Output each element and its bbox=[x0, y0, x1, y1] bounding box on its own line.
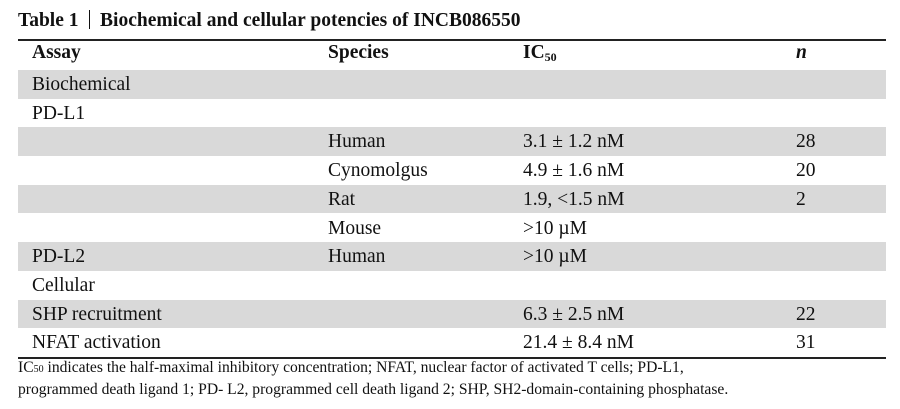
cell-ic50: >10 µM bbox=[523, 246, 587, 268]
title-separator bbox=[88, 10, 91, 29]
table-row: Biochemical bbox=[18, 70, 886, 99]
table-title-text: Biochemical and cellular potencies of IN… bbox=[100, 10, 521, 31]
cell-assay: PD-L1 bbox=[32, 102, 86, 124]
cell-species: Rat bbox=[328, 188, 356, 210]
footnote-line-1: IC50 indicates the half-maximal inhibito… bbox=[18, 358, 898, 380]
table-row: Human 3.1 ± 1.2 nM 28 bbox=[18, 127, 886, 157]
cell-species: Human bbox=[328, 131, 386, 153]
table-header: Assay Species IC50 n bbox=[18, 40, 886, 66]
cell-species: Mouse bbox=[328, 217, 382, 239]
table-row: PD-L1 bbox=[18, 99, 886, 128]
cell-n: 2 bbox=[796, 188, 806, 210]
table-row: Mouse >10 µM bbox=[18, 214, 886, 243]
table-row: Cynomolgus 4.9 ± 1.6 nM 20 bbox=[18, 156, 886, 185]
cell-ic50: 1.9, <1.5 nM bbox=[523, 188, 625, 210]
cell-assay: Cellular bbox=[32, 274, 95, 296]
cell-species: Cynomolgus bbox=[328, 160, 428, 182]
cell-n: 20 bbox=[796, 160, 816, 182]
header-ic50-sub: 50 bbox=[544, 50, 557, 64]
cell-n: 31 bbox=[796, 332, 816, 354]
cell-ic50: 21.4 ± 8.4 nM bbox=[523, 332, 634, 354]
header-species: Species bbox=[328, 42, 389, 63]
table-row: NFAT activation 21.4 ± 8.4 nM 31 bbox=[18, 328, 886, 357]
cell-ic50: 4.9 ± 1.6 nM bbox=[523, 160, 625, 182]
table-row: PD-L2 Human >10 µM bbox=[18, 242, 886, 271]
bottom-rule bbox=[18, 357, 886, 359]
cell-ic50: >10 µM bbox=[523, 217, 587, 239]
cell-assay: SHP recruitment bbox=[32, 303, 162, 325]
header-ic50-main: IC bbox=[523, 42, 545, 63]
cell-assay: Biochemical bbox=[32, 74, 131, 95]
table-label: Table 1 bbox=[18, 10, 79, 31]
table-title: Table 1 Biochemical and cellular potencie… bbox=[18, 7, 521, 35]
table-row: Rat 1.9, <1.5 nM 2 bbox=[18, 184, 886, 214]
cell-assay: PD-L2 bbox=[32, 246, 86, 268]
cell-n: 28 bbox=[796, 131, 816, 153]
table-row: SHP recruitment 6.3 ± 2.5 nM 22 bbox=[18, 299, 886, 329]
table-row: Cellular bbox=[18, 271, 886, 300]
top-rule bbox=[18, 39, 886, 41]
cell-species: Human bbox=[328, 246, 386, 268]
footnote-abbr-sub: 50 bbox=[33, 364, 44, 375]
footnote-abbr: IC bbox=[18, 359, 34, 376]
cell-ic50: 6.3 ± 2.5 nM bbox=[523, 303, 625, 325]
footnote-line-2: programmed death ligand 1; PD- L2, progr… bbox=[18, 380, 729, 398]
cell-ic50: 3.1 ± 1.2 nM bbox=[523, 131, 625, 153]
header-ic50: IC50 bbox=[523, 40, 557, 66]
cell-n: 22 bbox=[796, 303, 816, 325]
header-n: n bbox=[796, 42, 807, 63]
table-footnote: IC50 indicates the half-maximal inhibito… bbox=[18, 358, 898, 399]
footnote-line-1-text: indicates the half-maximal inhibitory co… bbox=[43, 359, 684, 376]
header-assay: Assay bbox=[32, 42, 81, 63]
cell-assay: NFAT activation bbox=[32, 332, 161, 354]
